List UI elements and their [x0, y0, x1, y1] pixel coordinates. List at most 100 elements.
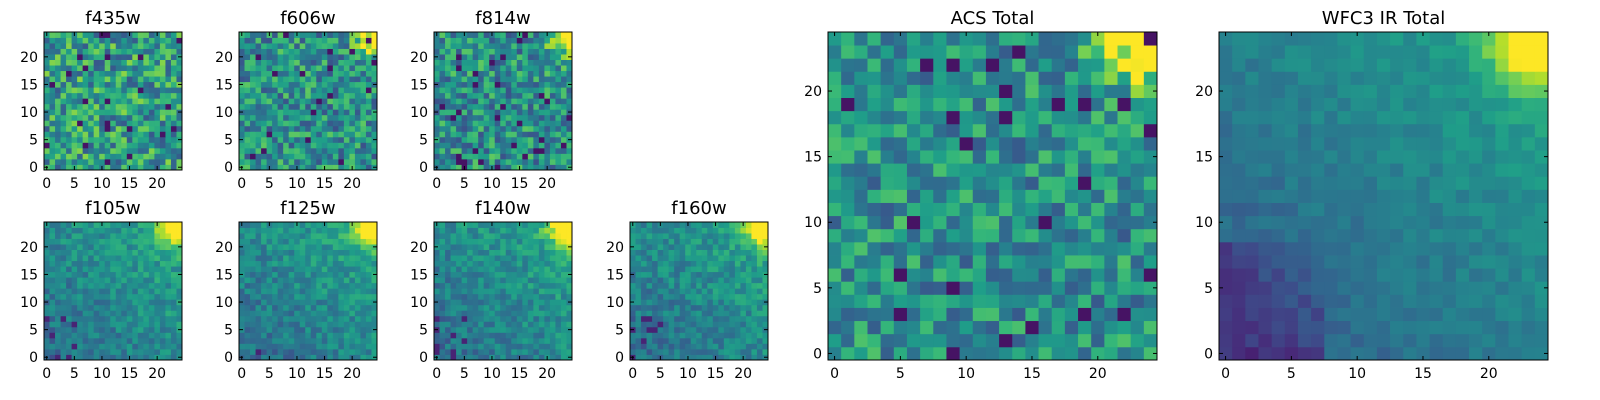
heatmap-cell: [880, 268, 895, 282]
heatmap-cell: [310, 87, 317, 94]
heatmap-cell: [740, 260, 747, 267]
heatmap-cell: [327, 310, 334, 317]
heatmap-cell: [332, 326, 339, 333]
heatmap-cell: [354, 343, 361, 350]
heatmap-cell: [137, 310, 144, 317]
heatmap-cell: [1091, 189, 1105, 203]
heatmap-cell: [456, 114, 462, 121]
heatmap-cell: [1130, 268, 1145, 282]
heatmap-cell: [494, 288, 501, 295]
heatmap-cell: [511, 103, 518, 110]
heatmap-cell: [261, 304, 267, 311]
heatmap-cell: [170, 109, 177, 116]
heatmap-cell: [148, 282, 155, 289]
heatmap-cell: [159, 354, 166, 361]
heatmap-cell: [707, 354, 714, 361]
heatmap-cell: [734, 238, 741, 245]
heatmap-cell: [283, 233, 290, 239]
heatmap-cell: [652, 337, 658, 344]
heatmap-cell: [434, 310, 440, 317]
heatmap-cell: [544, 59, 551, 66]
heatmap-cell: [1012, 255, 1026, 269]
heatmap-cell: [77, 282, 84, 289]
heatmap-cell: [277, 293, 284, 300]
heatmap-cell: [533, 293, 540, 300]
heatmap-cell: [685, 326, 692, 333]
heatmap-cell: [371, 310, 378, 317]
heatmap-cell: [343, 114, 350, 121]
heatmap-cell: [489, 158, 496, 165]
heatmap-cell: [137, 59, 144, 66]
heatmap-cell: [478, 109, 485, 116]
heatmap-cell: [321, 125, 328, 132]
heatmap-cell: [316, 59, 323, 66]
heatmap-cell: [946, 150, 960, 164]
heatmap-cell: [354, 158, 361, 165]
heatmap-cell: [104, 103, 111, 110]
heatmap-cell: [255, 337, 262, 344]
heatmap-cell: [828, 228, 842, 243]
heatmap-cell: [461, 260, 468, 267]
heatmap-cell: [115, 54, 122, 60]
heatmap-cell: [71, 76, 78, 83]
heatmap-cell: [483, 164, 490, 171]
heatmap-cell: [516, 59, 523, 66]
heatmap-cell: [110, 288, 117, 295]
heatmap-cell: [277, 266, 284, 273]
heatmap-cell: [646, 310, 653, 317]
heatmap-cell: [734, 354, 741, 361]
heatmap-cell: [305, 304, 312, 311]
heatmap-cell: [327, 48, 334, 55]
heatmap-cell: [250, 37, 256, 44]
heatmap-cell: [49, 142, 56, 149]
heatmap-cell: [99, 293, 106, 300]
heatmap-cell: [327, 343, 334, 350]
heatmap-cell: [343, 337, 350, 344]
heatmap-cell: [690, 271, 697, 278]
heatmap-cell: [646, 315, 653, 322]
heatmap-cell: [250, 343, 256, 350]
heatmap-cell: [472, 109, 479, 116]
heatmap-cell: [154, 238, 161, 245]
heatmap-cell: [343, 255, 350, 262]
heatmap-cell: [494, 238, 501, 245]
plot-frame: [433, 31, 573, 171]
heatmap-cell: [538, 65, 545, 72]
heatmap-cell: [1025, 163, 1039, 177]
heatmap-cell: [148, 37, 155, 44]
heatmap-cell: [272, 131, 279, 138]
heatmap-cell: [55, 54, 61, 60]
heatmap-cell: [299, 299, 306, 306]
heatmap-cell: [321, 54, 328, 60]
heatmap-cell: [316, 103, 323, 110]
heatmap-cell: [467, 158, 474, 165]
heatmap-cell: [854, 307, 868, 322]
heatmap-cell: [461, 255, 468, 262]
heatmap-cell: [516, 147, 523, 154]
heatmap-cell: [99, 81, 106, 88]
heatmap-cell: [338, 260, 345, 267]
heatmap-cell: [511, 131, 518, 138]
heatmap-cell: [49, 65, 56, 72]
heatmap-cell: [527, 299, 534, 306]
heatmap-cell: [1025, 241, 1039, 256]
heatmap-cell: [82, 70, 89, 77]
heatmap-cell: [511, 158, 518, 165]
heatmap-cell: [332, 293, 339, 300]
heatmap-cell: [712, 343, 719, 350]
heatmap-cell: [104, 233, 111, 239]
heatmap-cell: [137, 136, 144, 143]
heatmap-cell: [338, 255, 345, 262]
heatmap-cell: [946, 255, 960, 269]
heatmap-cell: [93, 87, 100, 94]
heatmap-cell: [445, 227, 451, 234]
heatmap-cell: [77, 131, 84, 138]
heatmap-cell: [439, 136, 446, 143]
heatmap-cell: [126, 227, 133, 234]
heatmap-cell: [679, 233, 686, 239]
heatmap-cell: [349, 227, 356, 234]
heatmap-cell: [1051, 176, 1066, 190]
heatmap-cell: [272, 293, 279, 300]
heatmap-cell: [505, 321, 512, 328]
heatmap-cell: [82, 92, 89, 99]
